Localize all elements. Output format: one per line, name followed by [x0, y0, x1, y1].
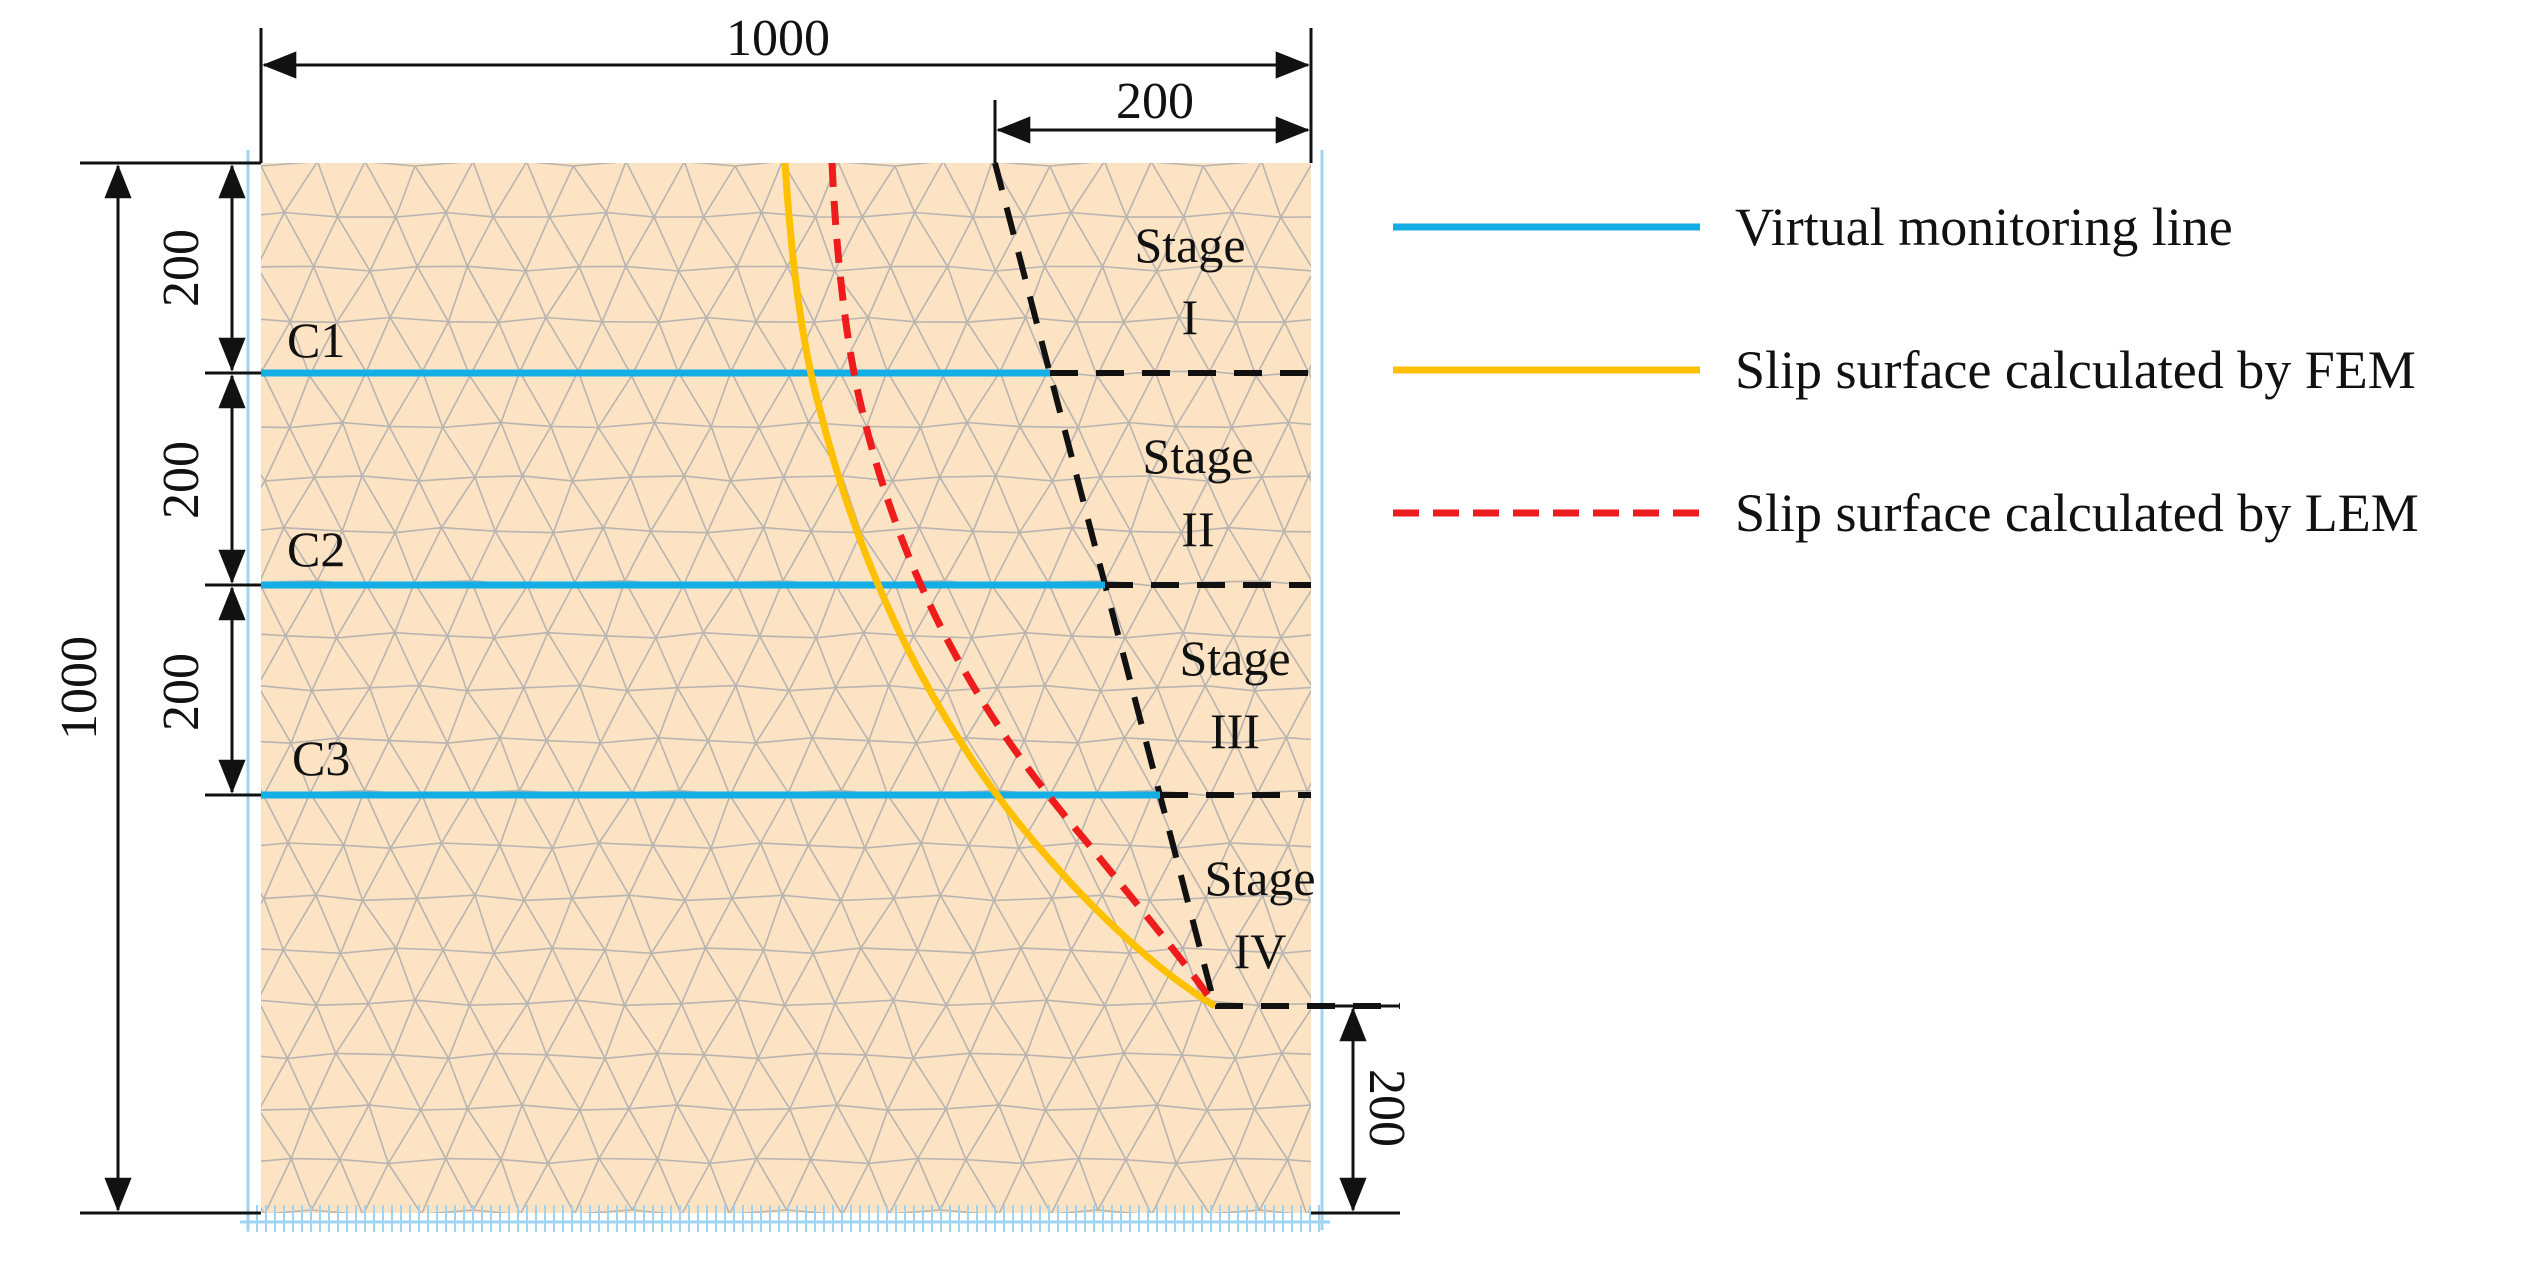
lem-slip-surface [828, 162, 1218, 1008]
dim-label-total-width: 1000 [726, 10, 830, 67]
monitoring-label-c1: C1 [287, 312, 345, 368]
dim-label-total-height: 1000 [51, 636, 108, 740]
legend-label-monitoring: Virtual monitoring line [1735, 197, 2233, 257]
stage-4-numeral: IV [1234, 923, 1287, 979]
stage-1-numeral: I [1182, 289, 1199, 345]
fem-slip-surface [781, 162, 1217, 1010]
stage-1-word: Stage [1134, 217, 1245, 273]
stage-3-numeral: III [1210, 703, 1260, 759]
fixity-ticks [247, 1205, 1320, 1232]
dim-label-bottom-right-height: 200 [1358, 1069, 1415, 1147]
dim-label-top-right-width: 200 [1116, 73, 1194, 130]
legend-label-fem: Slip surface calculated by FEM [1735, 340, 2416, 400]
stage-4-word: Stage [1204, 850, 1315, 906]
stage-2-numeral: II [1181, 501, 1214, 557]
dim-label-segment-2: 200 [153, 441, 210, 519]
stage-2-word: Stage [1142, 428, 1253, 484]
bottom-fixities [247, 1205, 1320, 1232]
dim-label-segment-3: 200 [153, 653, 210, 731]
legend: Virtual monitoring line Slip surface cal… [1393, 197, 2419, 543]
dim-label-segment-1: 200 [153, 229, 210, 307]
monitoring-label-c3: C3 [292, 730, 350, 786]
legend-label-lem: Slip surface calculated by LEM [1735, 483, 2419, 543]
dimension-lines [80, 28, 1400, 1215]
monitoring-label-c2: C2 [287, 521, 345, 577]
stage-3-word: Stage [1179, 630, 1290, 686]
monitoring-lines [261, 369, 1160, 799]
